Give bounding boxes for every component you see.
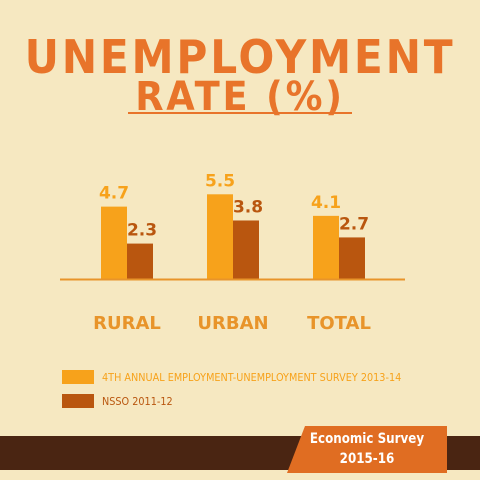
chart-legend: 4TH ANNUAL EMPLOYMENT-UNEMPLOYMENT SURVE… bbox=[62, 369, 442, 417]
data-label-rural-series1: 4.7 bbox=[99, 184, 129, 204]
legend-label-series1: 4TH ANNUAL EMPLOYMENT-UNEMPLOYMENT SURVE… bbox=[102, 370, 402, 384]
data-label-rural-series2: 2.3 bbox=[127, 221, 157, 241]
bar-rural-series2 bbox=[127, 243, 153, 279]
data-label-total-series2: 2.7 bbox=[339, 214, 369, 234]
category-label-rural: RURAL bbox=[93, 313, 161, 334]
title-underline bbox=[128, 112, 352, 114]
data-label-total-series1: 4.1 bbox=[311, 193, 341, 213]
legend-label-series2: NSSO 2011-12 bbox=[102, 394, 173, 408]
category-label-total: TOTAL bbox=[307, 313, 371, 334]
source-line2: 2015-16 bbox=[339, 451, 395, 467]
source-badge: Economic Survey 2015-16 bbox=[287, 426, 447, 473]
source-line1: Economic Survey bbox=[309, 431, 425, 447]
data-label-urban-series2: 3.8 bbox=[233, 197, 263, 217]
data-label-urban-series1: 5.5 bbox=[205, 171, 235, 191]
bar-total-series1 bbox=[313, 215, 339, 279]
legend-item-series2: NSSO 2011-12 bbox=[62, 393, 442, 409]
legend-item-series1: 4TH ANNUAL EMPLOYMENT-UNEMPLOYMENT SURVE… bbox=[62, 369, 442, 385]
legend-swatch-series2 bbox=[62, 394, 94, 408]
chart-title-line1: UNEMPLOYMENT bbox=[24, 30, 456, 84]
bar-urban-series2 bbox=[233, 220, 259, 279]
legend-swatch-series1 bbox=[62, 370, 94, 384]
bar-urban-series1 bbox=[207, 194, 233, 279]
category-label-urban: URBAN bbox=[197, 313, 268, 334]
bar-total-series2 bbox=[339, 237, 365, 279]
bar-rural-series1 bbox=[101, 206, 127, 279]
